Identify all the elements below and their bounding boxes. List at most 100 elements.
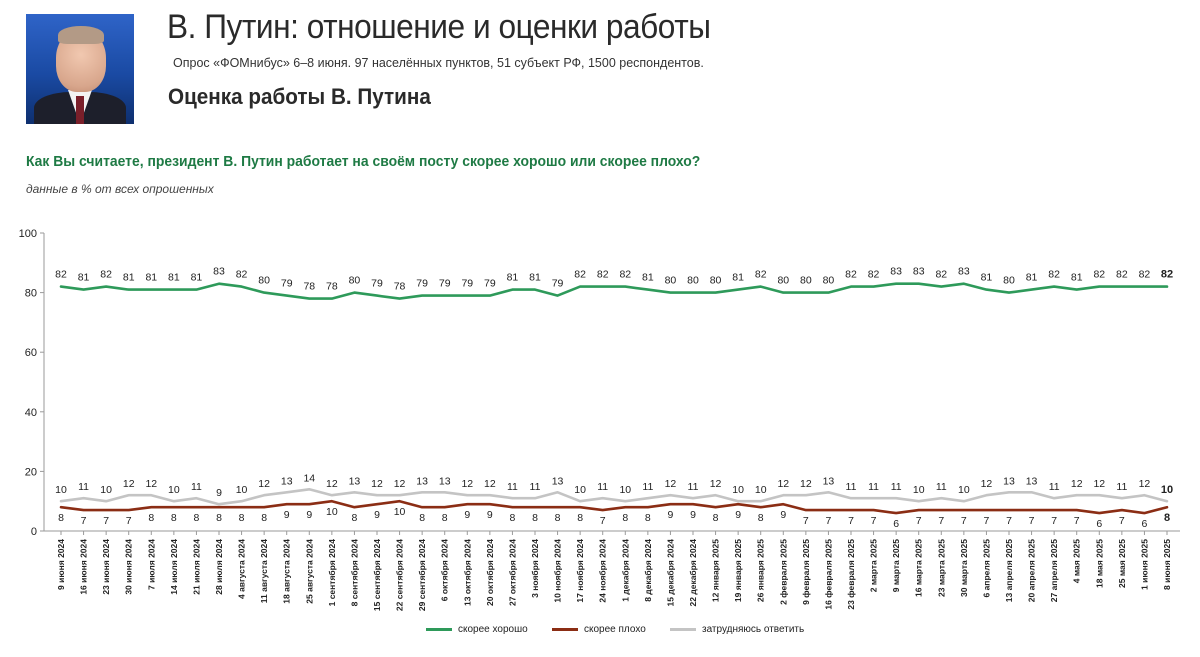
- x-tick-label: 25 августа 2024: [304, 539, 314, 604]
- data-label-hard: 13: [281, 475, 293, 487]
- data-label-bad: 9: [374, 509, 380, 521]
- data-label-bad: 8: [622, 512, 628, 524]
- legend-item-good: скорее хорошо: [426, 624, 528, 635]
- x-tick-label: 26 января 2025: [756, 539, 766, 602]
- x-tick-label: 18 мая 2025: [1094, 539, 1104, 588]
- legend-label-bad: скорее плохо: [584, 624, 646, 635]
- data-label-hard: 13: [1003, 475, 1015, 487]
- data-label-bad: 7: [1074, 515, 1080, 527]
- data-label-hard: 12: [1093, 478, 1105, 490]
- x-tick-label: 27 октября 2024: [507, 539, 517, 606]
- x-tick-label: 18 августа 2024: [282, 539, 292, 604]
- data-label-bad: 9: [735, 509, 741, 521]
- x-tick-label: 1 июня 2025: [1139, 539, 1149, 590]
- data-label-good: 82: [1048, 269, 1060, 281]
- data-label-hard: 11: [191, 481, 202, 493]
- data-label-bad: 8: [419, 512, 425, 524]
- data-label-good: 79: [281, 278, 293, 290]
- data-label-hard: 11: [1116, 481, 1127, 493]
- data-label-hard: 10: [55, 484, 67, 496]
- data-label-bad: 7: [600, 515, 606, 527]
- data-label-hard: 11: [507, 481, 518, 493]
- data-label-hard: 10: [732, 484, 744, 496]
- data-label-good: 82: [597, 269, 609, 281]
- data-label-good: 82: [236, 269, 248, 281]
- data-label-hard: 12: [665, 478, 677, 490]
- data-label-hard: 11: [868, 481, 879, 493]
- data-label-good: 78: [303, 281, 315, 293]
- x-tick-label: 13 октября 2024: [462, 539, 472, 606]
- x-tick-label: 16 февраля 2025: [823, 539, 833, 610]
- data-label-good: 82: [100, 269, 112, 281]
- data-label-good: 81: [1026, 272, 1038, 284]
- data-label-good: 80: [687, 275, 699, 287]
- data-label-bad: 7: [984, 515, 990, 527]
- x-tick-label: 21 июля 2024: [191, 539, 201, 595]
- data-label-bad: 7: [916, 515, 922, 527]
- data-label-bad: 8: [442, 512, 448, 524]
- x-tick-label: 14 июля 2024: [169, 539, 179, 595]
- survey-subtitle: Опрос «ФОМнибус» 6–8 июня. 97 населённых…: [173, 56, 704, 70]
- data-label-bad: 9: [464, 509, 470, 521]
- x-tick-label: 30 марта 2025: [959, 539, 969, 597]
- legend-swatch-hard: [670, 628, 696, 631]
- data-label-hard: 10: [236, 484, 248, 496]
- legend-item-hard: затрудняюсь ответить: [670, 624, 804, 635]
- data-label-good: 80: [823, 275, 835, 287]
- data-label-good: 82: [1116, 269, 1128, 281]
- data-label-hard: 12: [394, 478, 406, 490]
- data-label-hard: 11: [846, 481, 857, 493]
- data-label-hard: 10: [958, 484, 970, 496]
- data-label-hard: 12: [326, 478, 338, 490]
- x-tick-label: 1 сентября 2024: [327, 539, 337, 607]
- x-tick-label: 9 февраля 2025: [801, 539, 811, 605]
- data-label-hard: 12: [371, 478, 383, 490]
- photo-tie: [76, 96, 84, 124]
- x-tick-label: 13 апреля 2025: [1004, 539, 1014, 602]
- data-label-hard: 11: [78, 481, 89, 493]
- data-label-good: 81: [168, 272, 180, 284]
- x-tick-label: 20 октября 2024: [485, 539, 495, 606]
- data-label-hard: 13: [1026, 475, 1038, 487]
- data-label-good: 81: [1071, 272, 1083, 284]
- data-label-good: 80: [777, 275, 789, 287]
- x-tick-label: 15 сентября 2024: [372, 539, 382, 611]
- data-label-hard: 11: [1049, 481, 1060, 493]
- data-label-bad: 6: [1096, 518, 1102, 530]
- x-tick-label: 17 ноября 2024: [575, 539, 585, 603]
- data-label-good: 81: [642, 272, 654, 284]
- x-tick-label: 27 апреля 2025: [1049, 539, 1059, 602]
- survey-question: Как Вы считаете, президент В. Путин рабо…: [26, 154, 701, 170]
- data-label-good: 83: [913, 266, 925, 278]
- data-label-hard: 14: [303, 472, 315, 484]
- data-label-bad: 6: [1142, 518, 1148, 530]
- data-label-bad: 8: [216, 512, 222, 524]
- legend-swatch-good: [426, 628, 452, 631]
- data-label-hard: 12: [461, 478, 473, 490]
- data-label-good: 81: [529, 272, 541, 284]
- x-tick-label: 9 марта 2025: [891, 539, 901, 593]
- data-label-hard: 11: [530, 481, 541, 493]
- data-label-hard: 10: [574, 484, 586, 496]
- photo-hair: [58, 26, 104, 44]
- data-label-bad: 7: [81, 515, 87, 527]
- series-line-bad: [59, 499, 1169, 515]
- data-label-bad: 9: [668, 509, 674, 521]
- data-label-bad: 9: [690, 509, 696, 521]
- data-label-hard: 10: [1161, 484, 1173, 496]
- x-tick-label: 1 декабря 2024: [620, 539, 630, 602]
- data-label-hard: 13: [349, 475, 361, 487]
- data-label-good: 82: [935, 269, 947, 281]
- data-label-good: 83: [958, 266, 970, 278]
- legend-item-bad: скорее плохо: [552, 624, 646, 635]
- data-label-hard: 12: [981, 478, 993, 490]
- x-tick-label: 11 августа 2024: [259, 539, 269, 604]
- data-label-hard: 12: [1071, 478, 1083, 490]
- x-tick-label: 23 июня 2024: [101, 539, 111, 595]
- data-label-bad: 9: [284, 509, 290, 521]
- data-label-hard: 9: [216, 487, 222, 499]
- data-label-good: 82: [1139, 269, 1151, 281]
- x-tick-label: 8 сентября 2024: [349, 539, 359, 607]
- data-label-bad: 8: [532, 512, 538, 524]
- data-label-bad: 10: [326, 506, 338, 518]
